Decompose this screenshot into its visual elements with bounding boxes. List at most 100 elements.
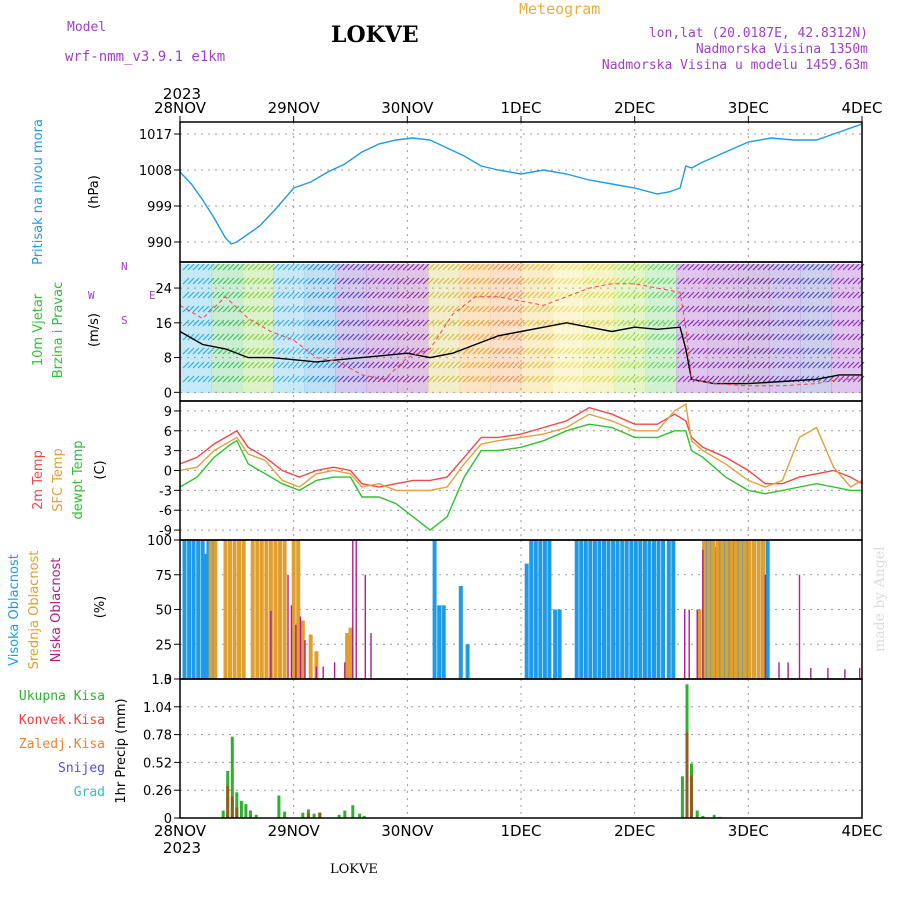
bar-cloud [633, 540, 638, 679]
wind-barb [212, 375, 220, 383]
wind-barb [822, 305, 830, 313]
bar-cloud [533, 540, 538, 679]
x-tick-label-top: 29NOV [268, 99, 321, 117]
y-tick-label: 6 [164, 425, 172, 440]
wind-barb [822, 333, 830, 341]
wind-barb [632, 291, 640, 299]
wind-barb [562, 277, 570, 285]
wind-barb [597, 277, 605, 285]
wind-barb [512, 263, 520, 271]
wind-barb [832, 375, 840, 383]
wind-barb [467, 291, 475, 299]
wind-barb [542, 305, 550, 313]
wind-barb [202, 347, 210, 355]
wind-barb [727, 319, 735, 327]
wind-barb [617, 361, 625, 369]
bar-precip [230, 796, 234, 818]
wind-barb [277, 277, 285, 285]
y-tick-label: 9 [164, 405, 172, 420]
wind-barb [767, 333, 775, 341]
footer-station: LOKVE [330, 862, 378, 877]
wind-barb [707, 347, 715, 355]
wind-barb [417, 347, 425, 355]
bar-cloud [588, 540, 593, 679]
bar-cloud [611, 540, 616, 679]
wind-barb [247, 333, 255, 341]
bar-cloud [432, 540, 437, 679]
wind-barb [727, 375, 735, 383]
wind-barb [407, 305, 415, 313]
wind-barb [382, 361, 390, 369]
wind-barb-band [738, 264, 770, 393]
wind-barb [657, 277, 665, 285]
wind-barb [547, 361, 555, 369]
wind-barb [332, 361, 340, 369]
wind-barb [847, 319, 855, 327]
bar-precip [254, 814, 258, 818]
wind-barb [747, 263, 755, 271]
wind-barb [217, 291, 225, 299]
wind-barb [427, 263, 435, 271]
wind-barb [337, 263, 345, 271]
bar-cloud [688, 609, 690, 679]
wind-barb [822, 361, 830, 369]
ylabel-t2m: 2m Temp [31, 450, 46, 510]
wind-barb [652, 347, 660, 355]
wind-barb [637, 291, 645, 299]
wind-barb [382, 263, 390, 271]
wind-barb [552, 263, 560, 271]
wind-barb [432, 277, 440, 285]
wind-barb [477, 375, 485, 383]
wind-barb [522, 291, 530, 299]
wind-barb [617, 263, 625, 271]
bar-cloud [579, 540, 584, 679]
wind-barb [227, 291, 235, 299]
wind-barb [402, 277, 410, 285]
wind-barb [672, 277, 680, 285]
wind-barb [532, 263, 540, 271]
wind-barb [622, 291, 630, 299]
wind-barb [407, 277, 415, 285]
wind-barb [267, 375, 275, 383]
bar-precip [343, 810, 347, 818]
wind-barb [437, 305, 445, 313]
wind-barb [327, 361, 335, 369]
wind-barb [712, 305, 720, 313]
wind-barb [812, 319, 820, 327]
wind-barb [322, 277, 330, 285]
wind-barb [287, 291, 295, 299]
wind-barb [827, 361, 835, 369]
wind-barb [642, 319, 650, 327]
wind-barb [452, 277, 460, 285]
wind-barb [587, 375, 595, 383]
wind-barb [587, 277, 595, 285]
wind-barb [772, 277, 780, 285]
wind-barb [582, 263, 590, 271]
wind-barb [507, 319, 515, 327]
bar-cloud [597, 540, 602, 679]
wind-barb [372, 277, 380, 285]
bar-cloud [752, 540, 756, 679]
wind-barb [567, 277, 575, 285]
wind-barb [262, 277, 270, 285]
wind-barb [842, 361, 850, 369]
bar-cloud [437, 605, 442, 679]
wind-barb [677, 347, 685, 355]
wind-barb [222, 263, 230, 271]
wind-barb [197, 305, 205, 313]
wind-barb [292, 305, 300, 313]
bar-cloud [287, 574, 289, 680]
wind-barb [527, 305, 535, 313]
wind-barb [577, 291, 585, 299]
wind-barb [757, 375, 765, 383]
wind-barb [582, 347, 590, 355]
wind-barb [607, 319, 615, 327]
wind-barb [587, 263, 595, 271]
wind-barb [532, 333, 540, 341]
wind-barb [307, 333, 315, 341]
wind-barb [702, 277, 710, 285]
bar-cloud [441, 605, 446, 679]
wind-barb [802, 361, 810, 369]
wind-barb [652, 333, 660, 341]
wind-barb [577, 333, 585, 341]
